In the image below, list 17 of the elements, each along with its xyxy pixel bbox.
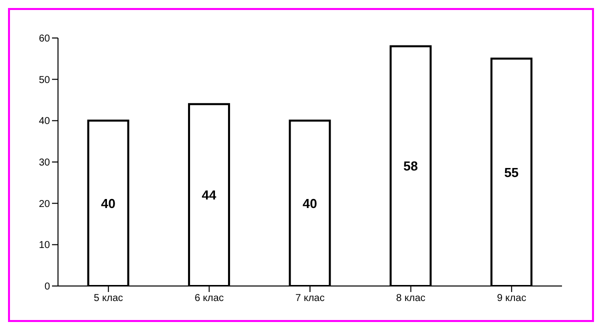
x-tick-label: 9 клас [496,293,526,304]
data-label: 40 [302,196,318,211]
data-label: 40 [101,196,116,211]
y-tick-label: 30 [38,158,50,169]
x-tick-label: 6 клас [194,293,224,304]
y-tick-label: 20 [38,198,50,210]
y-tick-label: 50 [38,74,50,86]
x-tick-label: 5 клас [94,293,124,304]
data-label: 44 [202,188,218,203]
x-tick-label: 8 клас [396,293,426,304]
data-label: 58 [403,158,418,174]
data-label: 55 [504,164,519,180]
y-tick-label: 0 [44,282,50,293]
y-tick-label: 40 [38,116,50,128]
y-tick-label: 10 [38,240,50,252]
y-tick-label: 60 [38,34,50,45]
x-tick-label: 7 клас [295,293,325,304]
